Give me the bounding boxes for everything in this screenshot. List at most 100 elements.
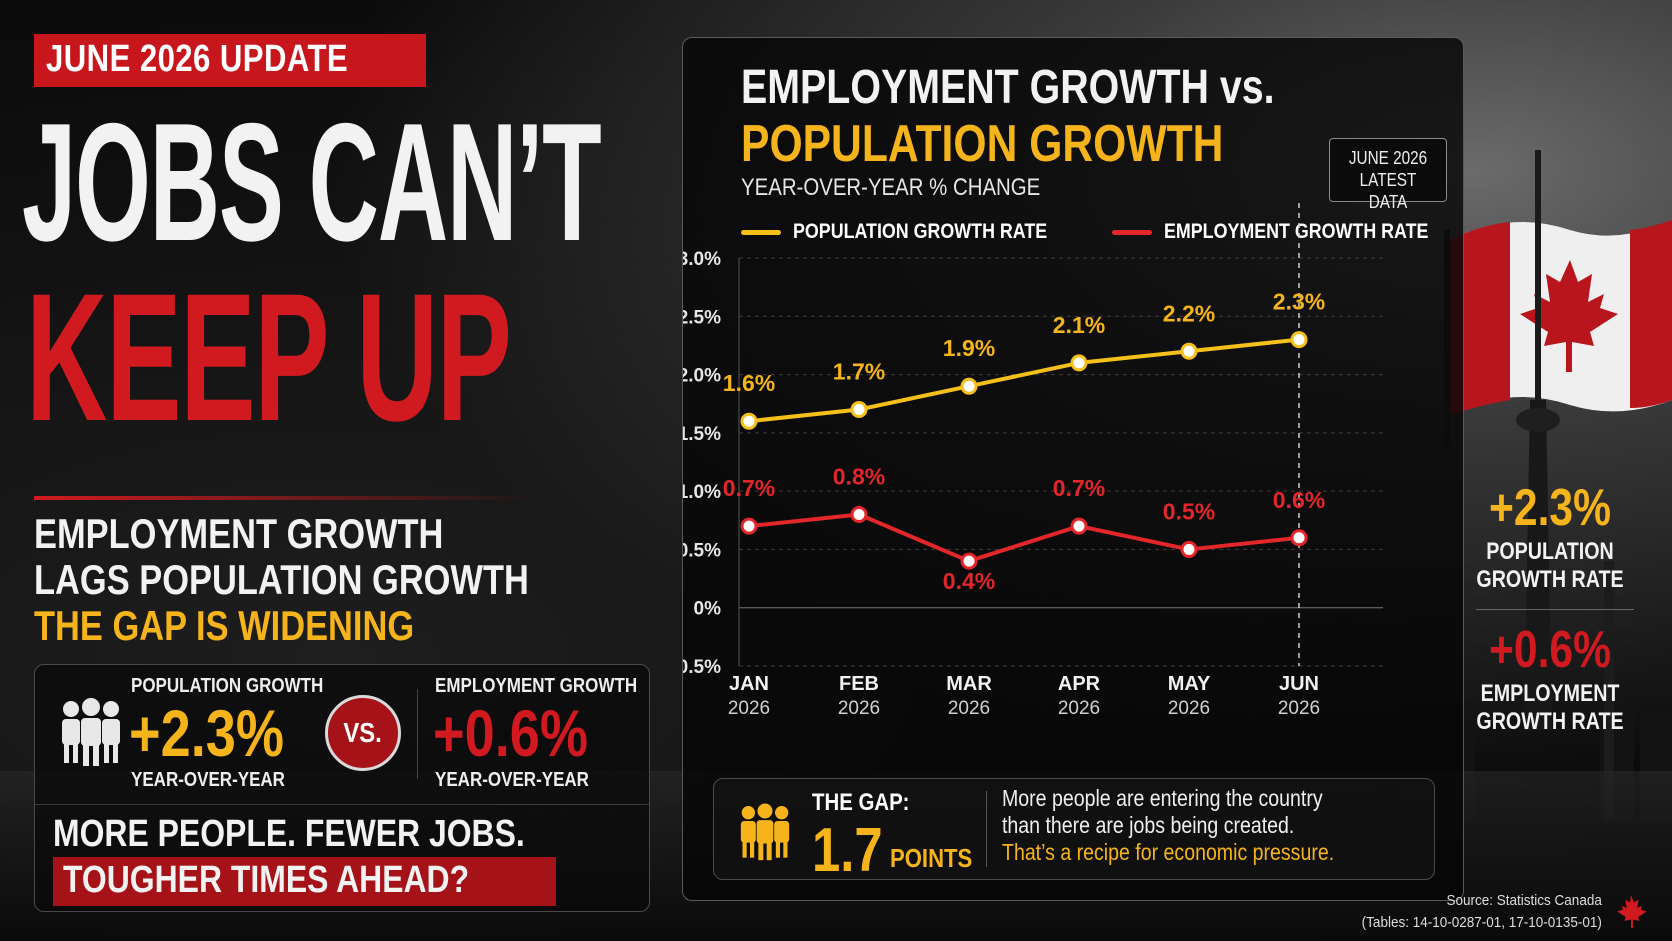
gap-unit: POINTS	[890, 843, 973, 873]
x-tick-year: 2026	[1278, 698, 1320, 719]
stat-card-divider	[417, 689, 418, 779]
gap-summary-box: THE GAP: 1.7 POINTS More people are ente…	[713, 778, 1435, 885]
right-employment-stat: +0.6% EMPLOYMENT GROWTH RATE	[1460, 620, 1640, 736]
population-data-label: 1.7%	[833, 359, 885, 385]
employment-data-label: 0.6%	[1273, 487, 1325, 513]
tagline-line1: MORE PEOPLE. FEWER JOBS.	[53, 813, 525, 855]
employment-data-label: 0.7%	[1053, 475, 1105, 501]
right-population-stat: +2.3% POPULATION GROWTH RATE	[1460, 478, 1640, 594]
x-tick-year: 2026	[728, 698, 770, 719]
x-tick-month: MAY	[1168, 673, 1211, 695]
population-growth-label: POPULATION GROWTH	[131, 675, 324, 697]
people-group-icon	[62, 698, 120, 766]
cn-tower-silhouette	[1516, 150, 1560, 730]
callout-line1: JUNE 2026	[1348, 148, 1428, 168]
population-data-label: 2.1%	[1053, 312, 1105, 338]
right-employment-label1: EMPLOYMENT	[1480, 680, 1620, 707]
population-data-point	[850, 401, 868, 419]
population-data-point	[960, 377, 978, 395]
headline-line2: KEEP UP	[26, 255, 512, 459]
chart-legend: POPULATION GROWTH RATE EMPLOYMENT GROWTH…	[741, 220, 1505, 244]
people-group-icon-gold	[740, 803, 790, 861]
subheadline-line1: EMPLOYMENT GROWTH	[34, 510, 444, 557]
x-tick-month: MAR	[946, 673, 992, 695]
headline-line1: JOBS CAN’T	[22, 88, 602, 276]
source-note: Source: Statistics Canada (Tables: 14-10…	[1335, 890, 1602, 934]
employment-data-point	[960, 552, 978, 570]
vs-badge: VS.	[325, 695, 401, 771]
employment-data-label: 0.5%	[1163, 498, 1215, 524]
x-tick-year: 2026	[838, 698, 880, 719]
y-tick-label: 1.0%	[683, 482, 721, 503]
legend-label-population: POPULATION GROWTH RATE	[793, 220, 1048, 243]
gap-value: 1.7	[812, 816, 883, 885]
source-line2: (Tables: 14-10-0287-01, 17-10-0135-01)	[1361, 914, 1602, 931]
gap-text-line3: That’s a recipe for economic pressure.	[1002, 839, 1335, 865]
y-tick-label: 0%	[694, 599, 722, 620]
legend-item-employment: EMPLOYMENT GROWTH RATE	[1112, 220, 1475, 244]
y-tick-label: 0.5%	[683, 540, 721, 561]
employment-growth-label: EMPLOYMENT GROWTH	[435, 675, 638, 697]
legend-label-employment: EMPLOYMENT GROWTH RATE	[1164, 220, 1429, 243]
employment-growth-value: +0.6%	[433, 696, 588, 770]
x-tick-month: JUN	[1279, 673, 1319, 695]
update-badge: JUNE 2026 UPDATE	[34, 34, 427, 87]
employment-data-point	[740, 517, 758, 535]
population-growth-period: YEAR-OVER-YEAR	[131, 769, 285, 791]
y-tick-label: -0.5%	[683, 657, 721, 678]
right-population-label1: POPULATION	[1486, 538, 1614, 565]
gap-text-line1: More people are entering the country	[1002, 785, 1323, 811]
population-series-line	[748, 337, 1300, 424]
x-tick-month: APR	[1058, 673, 1101, 695]
right-employment-label2: GROWTH RATE	[1476, 708, 1624, 735]
y-tick-label: 2.5%	[683, 307, 721, 328]
employment-data-point	[1070, 517, 1088, 535]
employment-data-label: 0.4%	[943, 568, 995, 594]
y-tick-label: 1.5%	[683, 424, 721, 445]
population-data-point	[740, 412, 758, 430]
employment-data-label: 0.8%	[833, 463, 885, 489]
subheadline-line2: LAGS POPULATION GROWTH	[34, 556, 529, 603]
right-population-label2: GROWTH RATE	[1476, 566, 1624, 593]
population-data-label: 1.6%	[723, 370, 775, 396]
right-population-value: +2.3%	[1488, 479, 1612, 537]
comparison-stat-card: POPULATION GROWTH +2.3% YEAR-OVER-YEAR V…	[34, 664, 650, 912]
x-tick-year: 2026	[1058, 698, 1100, 719]
source-line1: Source: Statistics Canada	[1446, 892, 1602, 909]
gap-label: THE GAP:	[812, 789, 910, 816]
employment-data-point	[1290, 529, 1308, 547]
x-tick-month: JAN	[729, 673, 769, 695]
gap-divider	[986, 791, 987, 867]
y-tick-label: 3.0%	[683, 249, 721, 270]
chart-panel: EMPLOYMENT GROWTH vs. POPULATION GROWTH …	[682, 37, 1464, 901]
canada-flag-image	[1444, 220, 1672, 450]
employment-growth-period: YEAR-OVER-YEAR	[435, 769, 589, 791]
population-growth-value: +2.3%	[129, 696, 284, 770]
employment-data-point	[1180, 540, 1198, 558]
employment-series-line	[748, 512, 1300, 564]
chart-title-line2: POPULATION GROWTH	[741, 115, 1224, 173]
population-data-label: 2.3%	[1273, 289, 1325, 315]
right-employment-value: +0.6%	[1488, 621, 1612, 679]
chart-title-line1: EMPLOYMENT GROWTH vs.	[741, 61, 1275, 114]
callout-line2: LATEST DATA	[1359, 170, 1417, 212]
maple-leaf-icon	[1617, 894, 1647, 929]
x-tick-month: FEB	[839, 673, 879, 695]
x-tick-year: 2026	[1168, 698, 1210, 719]
line-chart: -0.5% 0% 0.5% 1.0% 1.5% 2.0% 2.5% 3.0% JAN 2026 FE…	[683, 203, 1383, 719]
population-data-label: 1.9%	[943, 335, 995, 361]
latest-data-callout: JUNE 2026 LATEST DATA	[1329, 138, 1447, 212]
legend-swatch-employment	[1112, 229, 1153, 235]
subheadline-line3: THE GAP IS WIDENING	[34, 602, 415, 649]
y-tick-label: 2.0%	[683, 366, 721, 387]
headline-divider	[34, 496, 534, 500]
tagline-line2: TOUGHER TIMES AHEAD?	[53, 857, 557, 906]
right-stat-divider	[1476, 609, 1634, 610]
legend-item-population: POPULATION GROWTH RATE	[741, 220, 1092, 244]
population-data-point	[1070, 354, 1088, 372]
stat-card-hline	[35, 804, 649, 805]
employment-data-point	[850, 505, 868, 523]
employment-data-label: 0.7%	[723, 475, 775, 501]
x-tick-year: 2026	[948, 698, 990, 719]
population-data-point	[1180, 342, 1198, 360]
